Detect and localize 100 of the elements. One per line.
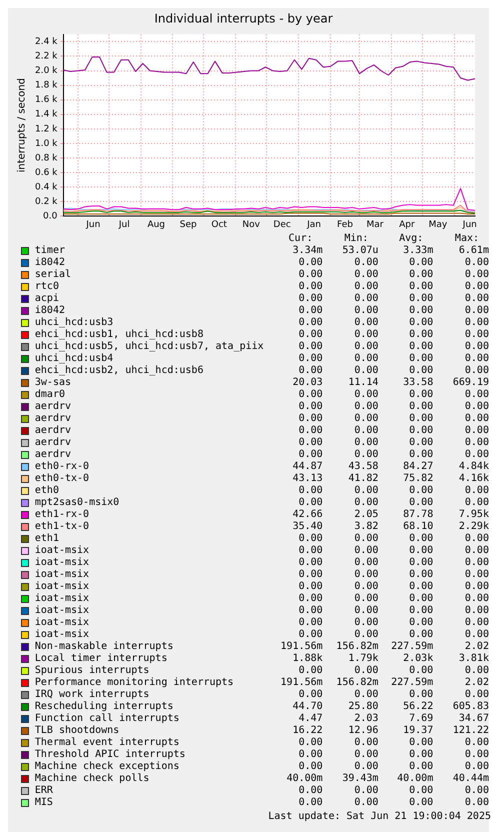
text: 0.00 (408, 437, 434, 449)
text: 2.03 (353, 713, 378, 725)
text: 0.00 (464, 545, 489, 557)
text: 0.00 (298, 557, 323, 569)
text: 0.00 (464, 341, 489, 353)
text: 0.00 (353, 365, 378, 377)
legend-label: eth1-rx-0 (34, 509, 90, 521)
y-tick-label: 1.2 k (34, 124, 58, 134)
text: 0.00 (464, 629, 489, 641)
text: 0.00 (464, 605, 489, 617)
text: 0.00 (408, 389, 434, 401)
text: 11.14 (347, 377, 378, 389)
text: 0.00 (298, 305, 323, 317)
text: 0.00 (408, 341, 434, 353)
text: 0.00 (464, 269, 489, 281)
text: 44.87 (292, 461, 323, 473)
text: 0.00 (298, 569, 323, 581)
text: Cur: (288, 233, 314, 245)
text: 3.81k (458, 653, 489, 665)
text: 0.00 (353, 449, 378, 461)
text: 0.00 (298, 785, 323, 797)
x-tick-label: Jan (306, 220, 322, 230)
text: 0.00 (298, 497, 323, 509)
y-tick-label: 2.0 k (34, 66, 58, 76)
text: 0.00 (298, 797, 323, 809)
legend-label: ioat-msix (34, 569, 90, 581)
text: 0.00 (464, 365, 489, 377)
text: 0.00 (353, 341, 378, 353)
text: 3.82 (353, 521, 378, 533)
text: 56.22 (402, 701, 434, 713)
text: 0.00 (353, 761, 378, 773)
text: 0.00 (464, 761, 489, 773)
text: 2.05 (353, 509, 378, 521)
text: 0.00 (464, 401, 489, 413)
text: 0.00 (353, 437, 378, 449)
y-tick-label: 0.8 k (34, 153, 58, 164)
text: 0.00 (353, 497, 378, 509)
text: 0.00 (408, 413, 434, 425)
text: 0.00 (298, 413, 323, 425)
text: 0.00 (408, 497, 434, 509)
text: 0.00 (408, 425, 434, 437)
text: 3.34m (292, 245, 323, 257)
text: 0.00 (353, 665, 378, 677)
text: 0.00 (353, 425, 378, 437)
legend-label: aerdrv (34, 413, 72, 425)
text: 0.00 (353, 485, 378, 497)
text: 4.84k (458, 461, 489, 473)
text: 121.22 (452, 725, 489, 737)
text: 0.00 (408, 293, 434, 305)
text: 0.00 (298, 749, 323, 761)
text: 6.61m (458, 245, 489, 257)
text: 0.00 (298, 341, 323, 353)
text: 0.00 (464, 737, 489, 749)
legend-label: dmar0 (34, 389, 66, 401)
x-tick-label: Jun (462, 220, 477, 230)
legend-label: aerdrv (34, 437, 72, 449)
y-axis-title: interrupts / second (16, 78, 28, 173)
text: 0.00 (353, 785, 378, 797)
legend-label: ioat-msix (34, 581, 90, 593)
text: 0.00 (408, 401, 434, 413)
text: 0.00 (464, 797, 489, 809)
text: 25.80 (347, 701, 378, 713)
text: 0.00 (298, 257, 323, 269)
text: 0.00 (464, 437, 489, 449)
text: 0.00 (464, 665, 489, 677)
text: 0.00 (298, 293, 323, 305)
legend-label: aerdrv (34, 401, 72, 413)
text: 0.00 (353, 317, 378, 329)
text: 0.00 (298, 485, 323, 497)
text: 0.00 (408, 737, 434, 749)
text: 3.33m (402, 245, 434, 257)
legend-label: ERR (34, 785, 54, 797)
legend-label: Function call interrupts (34, 713, 180, 725)
text: 191.56m (280, 677, 323, 689)
legend-label: aerdrv (34, 425, 72, 437)
text: 0.00 (353, 401, 378, 413)
text: 0.00 (298, 761, 323, 773)
text: 19.37 (402, 725, 434, 737)
text: 2.02 (464, 677, 489, 689)
text: 0.00 (408, 689, 434, 701)
text: 0.00 (353, 629, 378, 641)
text: 0.00 (298, 449, 323, 461)
text: 0.00 (464, 581, 489, 593)
text: 0.00 (298, 317, 323, 329)
text: 0.00 (408, 269, 434, 281)
text: 0.00 (464, 497, 489, 509)
text: 0.00 (408, 605, 434, 617)
text: 0.00 (464, 485, 489, 497)
text: 2.02 (464, 641, 489, 653)
text: 0.00 (464, 449, 489, 461)
legend-label: i8042 (34, 305, 66, 317)
text: Avg: (398, 233, 424, 245)
legend-label: Rescheduling interrupts (34, 701, 174, 713)
text: 0.00 (408, 545, 434, 557)
y-tick-label: 0.0 (43, 212, 58, 222)
text: 0.00 (353, 281, 378, 293)
text: 12.96 (347, 725, 378, 737)
text: 227.59m (390, 677, 434, 689)
text: 0.00 (298, 389, 323, 401)
text: 0.00 (298, 581, 323, 593)
